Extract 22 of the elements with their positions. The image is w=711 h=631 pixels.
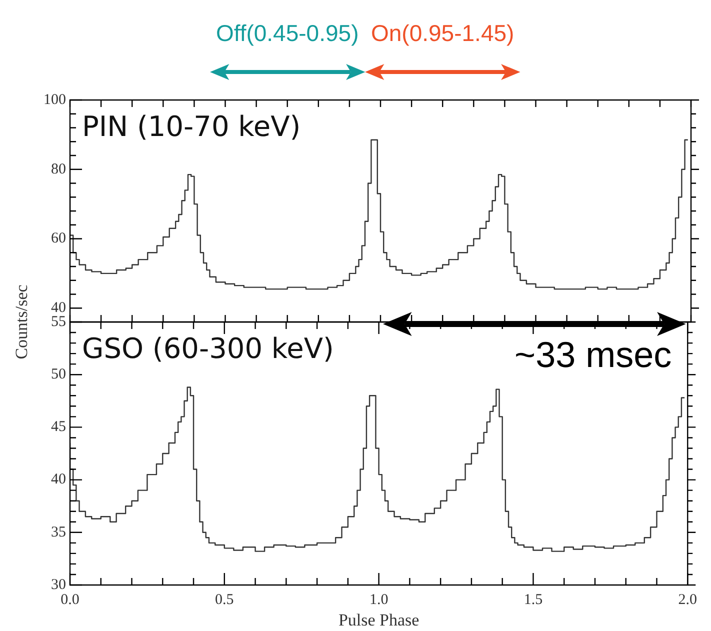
y-tick-label: 40 [51, 472, 66, 488]
y-tick-label: 40 [51, 300, 66, 316]
x-tick-label: 2.0 [678, 592, 697, 608]
y-tick-label: 45 [51, 419, 66, 436]
y-tick-label: 35 [51, 524, 66, 540]
y-tick-label: 30 [51, 576, 66, 593]
x-tick-label: 0.0 [60, 592, 80, 608]
y-tick-label: 60 [51, 230, 66, 247]
x-tick-label: 1.5 [524, 592, 543, 608]
y-tick-label: 50 [51, 366, 66, 383]
x-axis-title: Pulse Phase [338, 610, 420, 630]
text: Off(0.45-0.95) [216, 20, 359, 47]
x-tick-label: 0.5 [215, 592, 234, 608]
annotation: PIN (10-70 keV) [82, 110, 301, 143]
x-tick-label: 1.0 [369, 592, 388, 608]
text: On(0.95-1.45) [370, 20, 514, 47]
y-tick-label: 100 [44, 92, 66, 108]
y-tick-label: 80 [51, 161, 66, 178]
annotation: ~33 msec [514, 334, 672, 376]
annotation: GSO (60-300 keV) [82, 332, 334, 365]
y-tick-label: 55 [51, 314, 66, 330]
y-axis-title: Counts/sec [12, 284, 32, 360]
